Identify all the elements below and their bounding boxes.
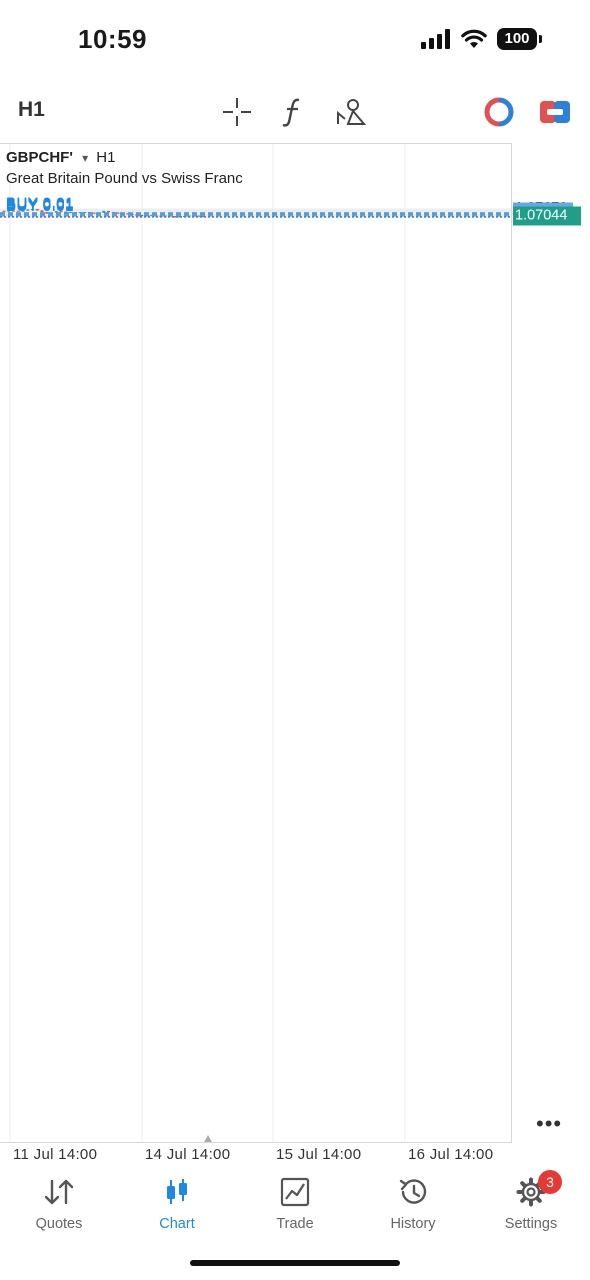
indicators-icon[interactable]	[275, 94, 311, 130]
symbol-header[interactable]: GBPCHF' ▾ H1	[6, 149, 115, 166]
order-label: BUY 0.01	[6, 195, 74, 212]
tab-label: History	[390, 1216, 436, 1232]
one-click-trading-icon[interactable]	[537, 94, 573, 130]
bottom-tab-bar: Quotes Chart Trade	[0, 1170, 590, 1242]
order-label: BUY 0.01	[6, 197, 74, 214]
tab-settings[interactable]: 3 Settings	[472, 1170, 590, 1242]
candle	[116, 212, 120, 214]
tab-trade[interactable]: Trade	[236, 1172, 354, 1242]
order-label: BUY 0.01	[6, 196, 74, 213]
candle	[21, 210, 25, 212]
candle	[16, 210, 20, 212]
candle	[31, 209, 34, 210]
trade-icon	[280, 1174, 310, 1210]
time-label: 16 Jul 14:00	[408, 1146, 494, 1163]
candle	[178, 216, 182, 218]
tab-label: Chart	[159, 1216, 195, 1232]
chart-shift-marker	[204, 1135, 212, 1142]
candle	[7, 210, 11, 212]
candle	[107, 210, 110, 213]
candle	[92, 212, 96, 214]
status-icons: 100	[421, 28, 542, 50]
candle	[45, 212, 49, 214]
history-icon	[397, 1174, 429, 1210]
status-bar: 10:59 100	[0, 0, 590, 80]
battery-level: 100	[497, 28, 537, 50]
order-label: BUY 0.01	[6, 195, 74, 212]
tab-history[interactable]: History	[354, 1172, 472, 1242]
objects-icon[interactable]	[333, 94, 369, 130]
tab-chart[interactable]: Chart	[118, 1172, 236, 1242]
crosshair-icon[interactable]	[219, 94, 255, 130]
candle	[197, 215, 201, 217]
order-label: BUY 0.01	[6, 195, 74, 212]
wifi-icon	[461, 29, 487, 48]
candle	[59, 211, 63, 213]
tab-quotes[interactable]: Quotes	[0, 1172, 118, 1242]
order-label: BUY 0.01	[6, 198, 74, 215]
candle	[173, 216, 177, 218]
order-label: BUY 0.01	[6, 198, 74, 215]
symbol-name: GBPCHF'	[6, 149, 73, 166]
candle	[140, 214, 144, 217]
candle	[69, 212, 72, 214]
time-label: 14 Jul 14:00	[145, 1146, 231, 1163]
order-label: BUY 0.01	[6, 197, 74, 214]
tab-label: Trade	[276, 1216, 314, 1232]
trade-mode-icon[interactable]	[481, 94, 517, 130]
candle	[54, 211, 58, 213]
chart-toolbar: H1	[0, 86, 590, 136]
more-options-button[interactable]: •••	[536, 1111, 563, 1136]
quotes-icon	[43, 1174, 75, 1210]
time-label: 15 Jul 14:00	[276, 1146, 362, 1163]
chart-icon	[162, 1174, 192, 1210]
symbol-description: Great Britain Pound vs Swiss Franc	[6, 170, 243, 187]
candle	[40, 210, 44, 213]
signal-icon	[421, 29, 450, 49]
status-time: 10:59	[78, 24, 147, 54]
symbol-timeframe: H1	[96, 149, 116, 166]
candle	[2, 210, 6, 212]
order-label: BUY 0.01	[6, 196, 74, 213]
home-indicator	[190, 1260, 400, 1266]
timeframe-selector[interactable]: H1	[18, 98, 45, 121]
candle	[149, 215, 153, 217]
ask-price-tag: 1.07044	[513, 206, 581, 226]
settings-badge: 3	[538, 1170, 562, 1194]
symbol-dropdown-icon: ▾	[82, 151, 89, 165]
tab-label: Settings	[504, 1216, 558, 1232]
candle	[12, 210, 15, 212]
candle	[126, 213, 129, 215]
battery-icon: 100	[497, 28, 542, 50]
price-axis: 1.069951.071301.071751.072201.072651.074…	[512, 143, 590, 1143]
time-label: 11 Jul 14:00	[13, 1146, 98, 1163]
candle	[35, 209, 39, 211]
candle	[102, 210, 106, 213]
tab-label: Quotes	[35, 1216, 83, 1232]
time-axis: 11 Jul 14:00 14 Jul 14:00 15 Jul 14:00 1…	[0, 1143, 512, 1169]
chart-area[interactable]: BUY 0.01 BUY 0.01 BUY 0.01 BUY 0.01 BUY 0.01…	[0, 143, 512, 1143]
candle	[26, 209, 30, 211]
